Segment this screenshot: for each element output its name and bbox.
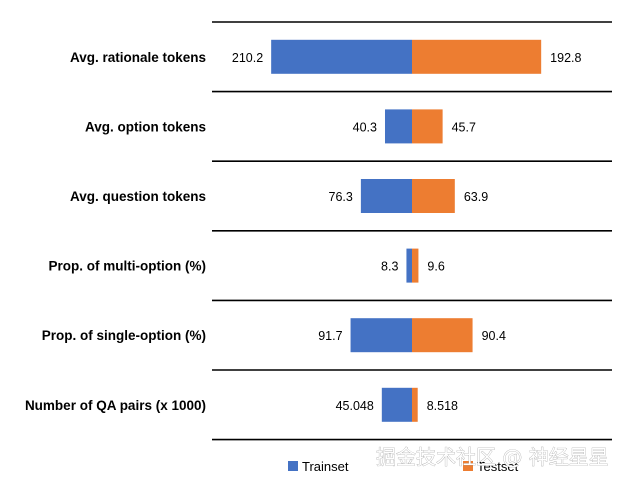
gridlines <box>212 21 612 441</box>
category-label-prop-of-multi-option: Prop. of multi-option (%) <box>49 259 206 274</box>
legend-swatch-testset <box>463 461 473 471</box>
category-labels: Avg. rationale tokens Avg. option tokens A… <box>25 50 206 413</box>
value-label-trainset-prop-of-single-option: 91.7 <box>318 329 342 343</box>
value-label-trainset-avg-rationale-tokens: 210.2 <box>232 51 263 65</box>
category-label-avg-option-tokens: Avg. option tokens <box>85 119 206 134</box>
value-labels: 210.2 192.8 40.3 45.7 76.3 63.9 8.3 9.6 91.7 90.4… <box>232 51 582 413</box>
category-label-avg-question-tokens: Avg. question tokens <box>70 189 206 204</box>
bar-trainset-avg-rationale-tokens <box>271 39 412 74</box>
value-label-trainset-number-of-qa-pairs-x-1000: 45.048 <box>336 399 374 413</box>
bar-testset-avg-rationale-tokens <box>412 39 542 74</box>
bars <box>271 39 542 422</box>
value-label-testset-prop-of-single-option: 90.4 <box>482 329 506 343</box>
legend-swatch-trainset <box>288 461 298 471</box>
value-label-testset-number-of-qa-pairs-x-1000: 8.518 <box>427 399 458 413</box>
bar-trainset-prop-of-single-option <box>350 318 412 353</box>
category-label-number-of-qa-pairs-x-1000: Number of QA pairs (x 1000) <box>25 398 206 413</box>
value-label-testset-prop-of-multi-option: 9.6 <box>427 260 444 274</box>
category-label-prop-of-single-option: Prop. of single-option (%) <box>42 328 206 343</box>
bar-trainset-prop-of-multi-option <box>406 248 412 283</box>
bar-trainset-avg-question-tokens <box>360 179 412 213</box>
bar-testset-number-of-qa-pairs-x-1000 <box>412 387 418 422</box>
watermark: 掘金技术社区 @ 神经星星 <box>376 445 609 469</box>
bar-testset-prop-of-multi-option <box>412 248 419 283</box>
bar-trainset-number-of-qa-pairs-x-1000 <box>381 387 412 422</box>
value-label-trainset-prop-of-multi-option: 8.3 <box>381 260 398 274</box>
value-label-trainset-avg-option-tokens: 40.3 <box>353 120 377 134</box>
value-label-trainset-avg-question-tokens: 76.3 <box>329 190 353 204</box>
bar-testset-avg-option-tokens <box>412 109 443 144</box>
value-label-testset-avg-rationale-tokens: 192.8 <box>550 51 581 65</box>
legend-label-trainset: Trainset <box>302 459 349 474</box>
bar-trainset-avg-option-tokens <box>384 109 412 144</box>
bar-testset-prop-of-single-option <box>412 318 473 353</box>
value-label-testset-avg-option-tokens: 45.7 <box>452 120 476 134</box>
legend-label-testset: Testset <box>477 459 519 474</box>
value-label-testset-avg-question-tokens: 63.9 <box>464 190 488 204</box>
bar-testset-avg-question-tokens <box>412 179 455 213</box>
legend: Trainset Testset <box>288 459 519 474</box>
category-label-avg-rationale-tokens: Avg. rationale tokens <box>70 50 206 65</box>
